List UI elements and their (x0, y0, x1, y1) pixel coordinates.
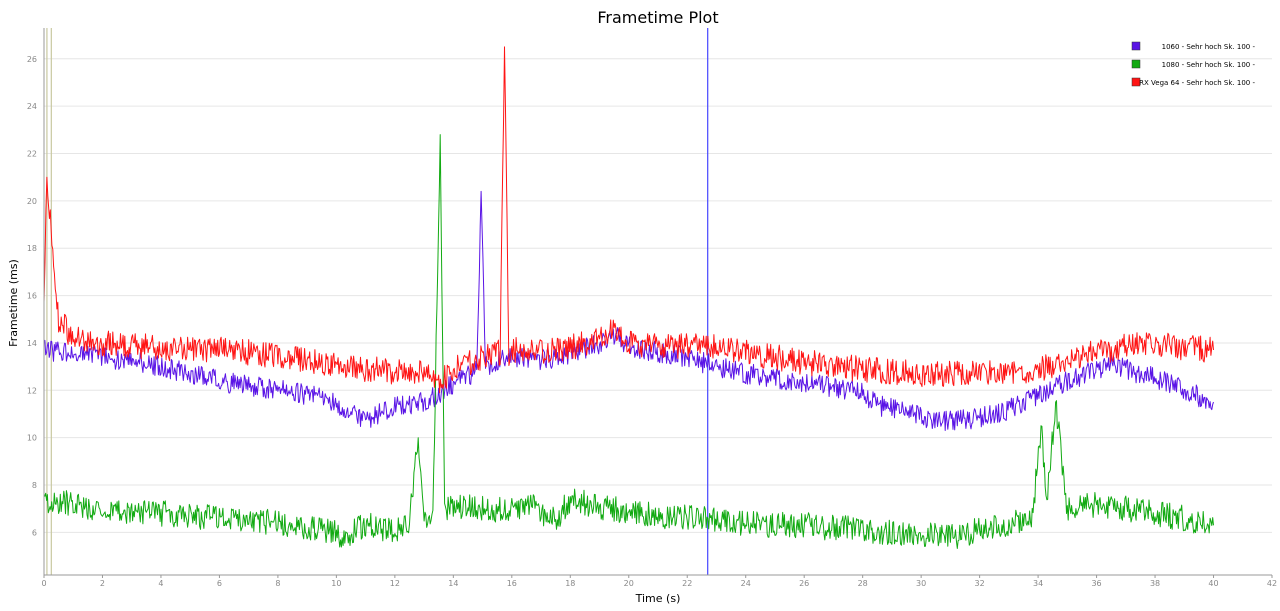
x-tick-label: 30 (916, 579, 926, 588)
x-tick-label: 26 (799, 579, 809, 588)
series-line-0 (43, 190, 1214, 431)
x-tick-label: 10 (331, 579, 341, 588)
x-tick-label: 24 (741, 579, 751, 588)
x-tick-label: 36 (1091, 579, 1101, 588)
x-tick-label: 18 (565, 579, 575, 588)
legend-swatch (1131, 41, 1141, 51)
x-tick-label: 40 (1208, 579, 1218, 588)
y-tick-label: 12 (27, 386, 37, 395)
x-tick-label: 16 (507, 579, 517, 588)
y-tick-label: 14 (27, 339, 37, 348)
x-tick-label: 42 (1267, 579, 1277, 588)
x-tick-label: 2 (100, 579, 105, 588)
y-tick-label: 26 (27, 55, 37, 64)
series-line-2 (43, 46, 1214, 394)
x-tick-label: 38 (1150, 579, 1160, 588)
x-axis-title: Time (s) (635, 592, 681, 605)
x-tick-label: 0 (41, 579, 46, 588)
y-axis-title: Frametime (ms) (7, 259, 20, 347)
y-tick-label: 22 (27, 150, 37, 159)
legend: 1060 - Sehr hoch Sk. 100 - 1080 - Sehr ho… (1131, 41, 1256, 87)
y-tick-label: 16 (27, 292, 37, 301)
y-tick-label: 20 (27, 197, 37, 206)
series-line-1 (43, 134, 1214, 549)
x-tick-label: 14 (448, 579, 458, 588)
grid-layer (44, 58, 1272, 533)
legend-label: 1060 - Sehr hoch Sk. 100 - (1162, 43, 1256, 51)
x-tick-label: 8 (275, 579, 280, 588)
x-tick-label: 20 (624, 579, 634, 588)
legend-swatch (1131, 77, 1141, 87)
legend-label: 1080 - Sehr hoch Sk. 100 - (1162, 61, 1256, 69)
axis-layer (43, 28, 1273, 578)
y-tick-label: 24 (27, 102, 37, 111)
x-tick-label: 22 (682, 579, 692, 588)
legend-label: RX Vega 64 - Sehr hoch Sk. 100 - (1139, 79, 1255, 87)
x-tick-label: 6 (217, 579, 222, 588)
x-tick-label: 32 (975, 579, 985, 588)
y-tick-label: 8 (32, 481, 37, 490)
y-tick-label: 10 (27, 434, 37, 443)
chart-title: Frametime Plot (597, 8, 718, 27)
x-tick-label: 34 (1033, 579, 1043, 588)
marker-layer (46, 28, 709, 575)
y-tick-label: 18 (27, 244, 37, 253)
legend-swatch (1131, 59, 1141, 69)
x-tick-label: 12 (390, 579, 400, 588)
series-layer (43, 46, 1214, 549)
x-tick-label: 28 (858, 579, 868, 588)
x-tick-label: 4 (158, 579, 163, 588)
y-tick-label: 6 (32, 528, 37, 537)
